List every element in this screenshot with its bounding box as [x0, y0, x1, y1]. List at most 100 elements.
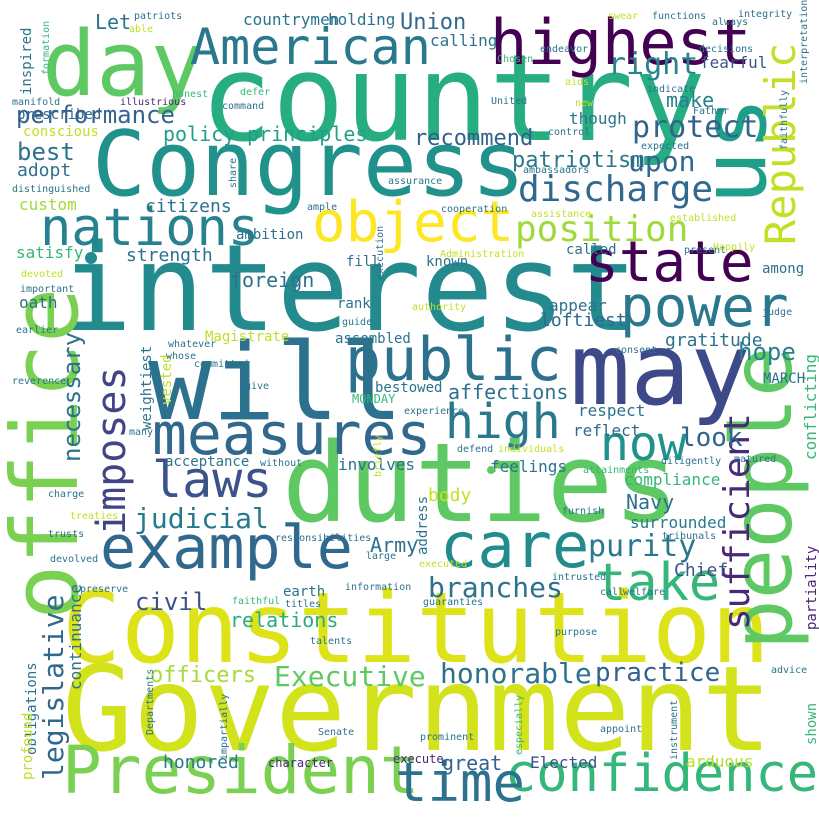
word-command: command [222, 101, 265, 112]
word-appear: appear [549, 296, 607, 315]
word-honored: honored [163, 752, 239, 773]
word-united: United [491, 96, 528, 107]
word-individuals: individuals [498, 444, 565, 455]
word-senate: Senate [318, 727, 355, 738]
word-union: Union [400, 10, 467, 35]
word-care: care [440, 509, 590, 582]
word-surrounded: surrounded [630, 513, 727, 532]
word-indicate: indicate [647, 84, 696, 95]
word-principles: principles [247, 122, 368, 146]
word-devolved: devolved [50, 554, 99, 565]
word-executed: executed [419, 559, 468, 570]
word-foreign: foreign [230, 268, 315, 292]
word-swear: swear [608, 11, 639, 22]
word-aids: aids [565, 77, 590, 88]
word-legislative: legislative [37, 594, 70, 780]
word-manifold: manifold [12, 97, 61, 108]
word-advice: advice [771, 665, 808, 676]
word-interest: interest [60, 220, 638, 359]
word-right: right [608, 47, 699, 82]
word-welfare: welfare [623, 587, 666, 598]
word-position: position [515, 209, 689, 250]
word-ambition: ambition [236, 227, 304, 243]
word-practice: practice [595, 658, 721, 688]
word-earth: earth [283, 584, 326, 600]
word-public: public [345, 325, 562, 395]
word-execution: execution [375, 225, 386, 280]
word-defend: defend [457, 444, 494, 455]
word-especially: especially [514, 694, 525, 755]
word-day: day [42, 12, 205, 117]
word-consent: consent [615, 345, 658, 356]
word-prominent: prominent [420, 732, 475, 743]
word-father: Father [693, 106, 730, 117]
word-ambassadors: ambassadors [523, 165, 590, 176]
word-state: state [585, 230, 754, 295]
word-continuance: continuance [66, 584, 85, 690]
word-calling: calling [430, 31, 498, 50]
word-happily: Happily [713, 242, 756, 253]
word-branches: branches [428, 571, 563, 604]
word-arduous: arduous [686, 752, 754, 771]
word-many: many [129, 427, 154, 438]
word-look: look [680, 423, 743, 453]
word-bestowed: bestowed [375, 380, 443, 396]
word-titles: titles [285, 599, 322, 610]
word-attainments: attainments [583, 465, 650, 476]
word-nations: nations [40, 198, 260, 258]
word-always: always [712, 17, 749, 28]
word-relations: relations [230, 608, 339, 632]
word-impartially: impartially [219, 693, 230, 760]
word-may: may [570, 311, 751, 428]
word-fill: fill [346, 254, 380, 270]
word-object: object [312, 190, 515, 255]
word-countrymen: countrymen [243, 10, 340, 29]
word-execute: execute [393, 752, 444, 766]
word-american: American [190, 18, 431, 76]
word-duties: duties [282, 419, 680, 547]
dot-mark [487, 466, 495, 474]
word-satisfy: satisfy [16, 243, 84, 262]
word-experience: experience [404, 406, 465, 417]
word-treaties: treaties [70, 511, 119, 522]
word-responsibilities: responsibilities [275, 533, 372, 544]
word-affections: affections [448, 380, 569, 404]
word-called: called [566, 242, 617, 258]
word-illustrious: illustrious [120, 97, 187, 108]
word-interpretation: interpretation [799, 0, 810, 85]
word-shown: shown [804, 702, 819, 745]
word-custom: custom [19, 195, 77, 214]
word-authority: authority [412, 302, 467, 313]
word-feelings: feelings [490, 457, 568, 476]
word-navy: Navy [626, 490, 675, 514]
word-gratitude: gratitude [665, 330, 763, 351]
word-intrusted: intrusted [552, 572, 607, 583]
word-judicial: judicial [134, 502, 269, 535]
word-whatever: whatever [168, 339, 217, 350]
word-assurance: assurance [388, 176, 443, 187]
word-devoted: devoted [21, 269, 64, 280]
word-distinguished: distinguished [12, 184, 91, 195]
word-march: MARCH [763, 371, 806, 387]
word-take: take [595, 553, 721, 613]
word-trusts: trusts [48, 529, 85, 540]
word-new: new [575, 98, 594, 109]
word-conscious: conscious [23, 124, 99, 140]
word-prescribed: prescribed [17, 107, 102, 123]
word-preserve: preserve [80, 584, 129, 595]
word-now: now [600, 416, 687, 472]
word-body: body [428, 485, 472, 506]
word-guide: guide [342, 317, 373, 328]
word-without: without [260, 458, 303, 469]
word-holding: holding [328, 10, 396, 29]
word-cooperation: cooperation [441, 204, 508, 215]
word-vested: vested [159, 354, 175, 405]
word-talents: talents [310, 636, 353, 647]
word-discharge: discharge [518, 169, 714, 210]
word-recommend: recommend [414, 126, 534, 151]
word-chief: Chief [674, 560, 729, 581]
word-instrument: instrument [669, 699, 680, 760]
word-give: give [245, 381, 270, 392]
word-chosen: Chosen [497, 54, 534, 65]
